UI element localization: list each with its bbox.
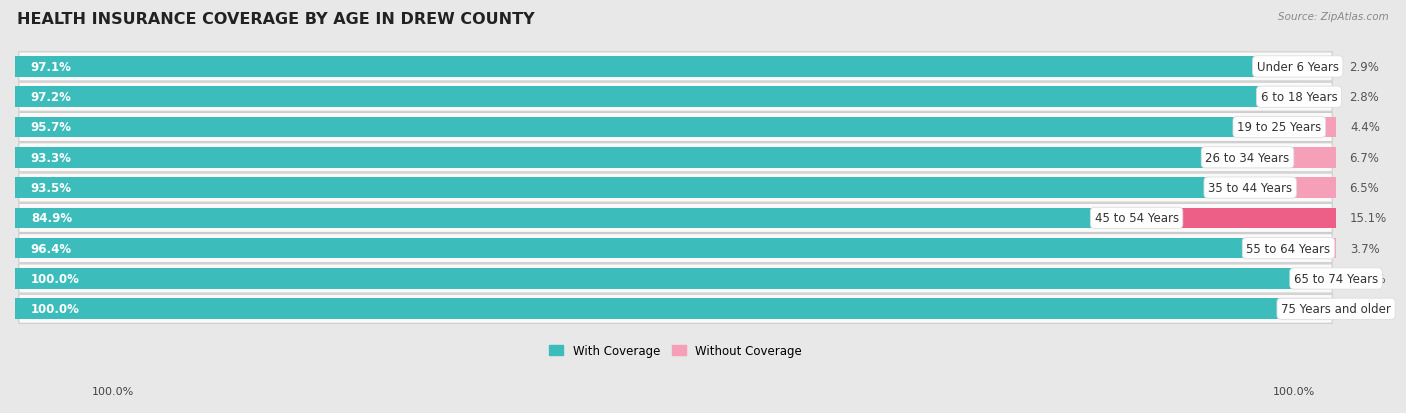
Text: Source: ZipAtlas.com: Source: ZipAtlas.com [1278, 12, 1389, 22]
Text: 75 Years and older: 75 Years and older [1281, 303, 1391, 316]
Text: 93.5%: 93.5% [31, 182, 72, 195]
Text: 45 to 54 Years: 45 to 54 Years [1094, 212, 1178, 225]
Text: 19 to 25 Years: 19 to 25 Years [1237, 121, 1322, 134]
FancyBboxPatch shape [18, 83, 1333, 112]
Bar [15, 87, 1299, 108]
Bar [15, 268, 1336, 289]
Text: 97.2%: 97.2% [31, 91, 72, 104]
Bar [1136, 208, 1336, 229]
Text: 0.0%: 0.0% [1355, 303, 1385, 316]
Text: 2.9%: 2.9% [1350, 61, 1379, 74]
Legend: With Coverage, Without Coverage: With Coverage, Without Coverage [544, 339, 807, 362]
FancyBboxPatch shape [18, 294, 1333, 323]
Bar [15, 178, 1250, 198]
Text: 2.8%: 2.8% [1350, 91, 1379, 104]
Text: 65 to 74 Years: 65 to 74 Years [1294, 272, 1378, 285]
Bar [1250, 178, 1336, 198]
Text: 15.1%: 15.1% [1350, 212, 1386, 225]
Bar [15, 117, 1279, 138]
Text: 100.0%: 100.0% [31, 272, 80, 285]
Bar [15, 208, 1136, 229]
Text: HEALTH INSURANCE COVERAGE BY AGE IN DREW COUNTY: HEALTH INSURANCE COVERAGE BY AGE IN DREW… [17, 12, 534, 27]
Text: 26 to 34 Years: 26 to 34 Years [1205, 152, 1289, 164]
FancyBboxPatch shape [18, 234, 1333, 263]
Text: 4.4%: 4.4% [1351, 121, 1381, 134]
Text: 6.7%: 6.7% [1350, 152, 1379, 164]
Text: 0.0%: 0.0% [1355, 272, 1385, 285]
Text: 100.0%: 100.0% [1272, 387, 1315, 396]
Bar [1298, 57, 1336, 78]
Bar [15, 238, 1288, 259]
Text: 55 to 64 Years: 55 to 64 Years [1247, 242, 1330, 255]
FancyBboxPatch shape [18, 173, 1333, 203]
Bar [1288, 238, 1337, 259]
Text: Under 6 Years: Under 6 Years [1257, 61, 1339, 74]
Text: 84.9%: 84.9% [31, 212, 72, 225]
FancyBboxPatch shape [18, 113, 1333, 142]
Text: 3.7%: 3.7% [1351, 242, 1381, 255]
Text: 35 to 44 Years: 35 to 44 Years [1208, 182, 1292, 195]
FancyBboxPatch shape [18, 204, 1333, 233]
Bar [1247, 147, 1336, 168]
Text: 93.3%: 93.3% [31, 152, 72, 164]
Text: 95.7%: 95.7% [31, 121, 72, 134]
Text: 100.0%: 100.0% [31, 303, 80, 316]
Bar [15, 57, 1298, 78]
FancyBboxPatch shape [18, 264, 1333, 293]
Text: 6.5%: 6.5% [1350, 182, 1379, 195]
Bar [15, 147, 1247, 168]
Bar [15, 299, 1336, 319]
Text: 96.4%: 96.4% [31, 242, 72, 255]
Text: 97.1%: 97.1% [31, 61, 72, 74]
Bar [1279, 117, 1337, 138]
Bar [1299, 87, 1336, 108]
Text: 100.0%: 100.0% [91, 387, 134, 396]
Text: 6 to 18 Years: 6 to 18 Years [1261, 91, 1337, 104]
FancyBboxPatch shape [18, 143, 1333, 172]
FancyBboxPatch shape [18, 53, 1333, 82]
